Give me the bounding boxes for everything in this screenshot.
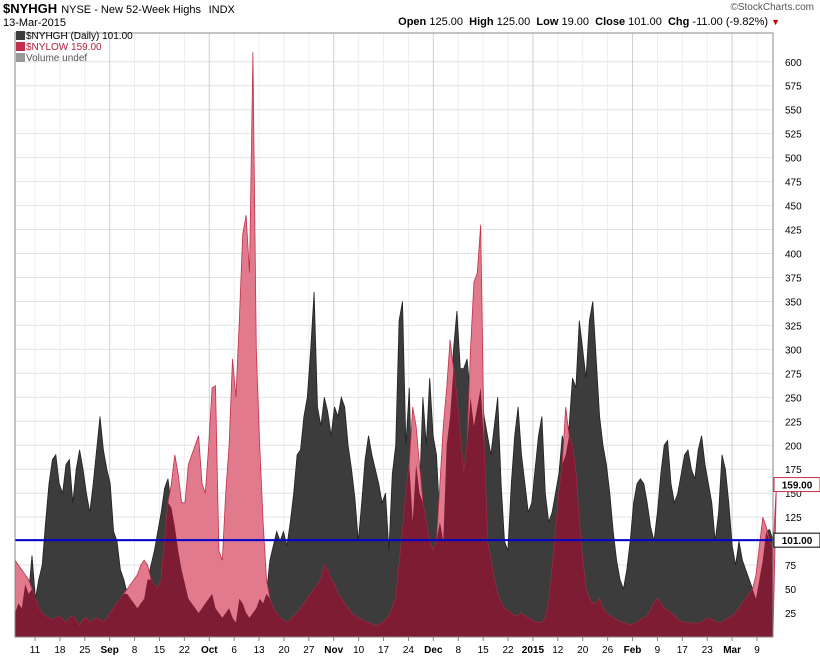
chart-title: $NYHGH NYSE - New 52-Week Highs INDX xyxy=(3,1,235,16)
nyhgh-swatch-icon xyxy=(16,31,25,40)
y-tick-label: 200 xyxy=(785,441,802,452)
plot-frame xyxy=(14,32,774,638)
down-arrow-icon: ▼ xyxy=(771,17,780,27)
y-tick-label: 350 xyxy=(785,297,802,308)
y-tick-label: 175 xyxy=(785,465,802,476)
x-tick-label: Nov xyxy=(324,645,343,656)
x-tick-label: 8 xyxy=(455,645,461,656)
y-tick-label: 225 xyxy=(785,417,802,428)
end-tag-label-nyhgh: 101.00 xyxy=(782,536,813,547)
open-value: 125.00 xyxy=(429,16,463,28)
y-tick-label: 325 xyxy=(785,321,802,332)
x-tick-label: 26 xyxy=(602,645,614,656)
x-tick-label: Sep xyxy=(101,645,119,656)
chg-label: Chg xyxy=(667,16,690,28)
high-value: 125.00 xyxy=(496,16,531,28)
end-tags: 159.00 101.00 xyxy=(773,477,820,548)
y-tick-label: 425 xyxy=(785,226,802,237)
y-tick-label: 525 xyxy=(785,130,802,141)
credit-link[interactable]: ©StockCharts.com xyxy=(730,2,814,13)
x-tick-label: 23 xyxy=(702,645,714,656)
y-tick-label: 50 xyxy=(785,585,797,596)
x-tick-label: 22 xyxy=(179,645,191,656)
legend-nylow-label: $NYLOW 159.00 xyxy=(26,42,102,53)
legend-volume: Volume undef xyxy=(16,53,133,64)
legend-nyhgh-label: $NYHGH (Daily) 101.00 xyxy=(26,31,133,42)
end-tag-box-nyhgh xyxy=(773,532,820,548)
high-label: High xyxy=(469,16,494,28)
y-tick-label: 125 xyxy=(785,513,802,524)
x-tick-label: 22 xyxy=(502,645,514,656)
y-tick-label: 575 xyxy=(785,82,802,93)
y-tick-label: 550 xyxy=(785,106,802,117)
x-tick-label: 17 xyxy=(378,645,390,656)
legend: $NYHGH (Daily) 101.00 $NYLOW 159.00 Volu… xyxy=(16,31,133,64)
low-value: 19.00 xyxy=(561,16,590,28)
x-axis: 11 18 25 Sep 8 15 22 Oct 6 13 20 27 Nov 10 17 24 Dec 8 15 2… xyxy=(30,637,760,656)
x-tick-label: 24 xyxy=(403,645,415,656)
ohlc-readout: Open 125.00 High 125.00 Low 19.00 Close … xyxy=(398,16,780,28)
end-tag-label-nylow: 159.00 xyxy=(782,481,813,492)
y-tick-label: 250 xyxy=(785,393,802,404)
x-tick-label: 15 xyxy=(154,645,166,656)
legend-nylow: $NYLOW 159.00 xyxy=(16,42,133,53)
symbol: $NYHGH xyxy=(3,1,58,16)
y-tick-label: 300 xyxy=(785,345,802,356)
chart-date: 13-Mar-2015 xyxy=(3,17,66,29)
y-tick-label: 475 xyxy=(785,178,802,189)
y-tick-label: 150 xyxy=(785,489,802,500)
y-tick-label: 25 xyxy=(785,609,797,620)
x-tick-label: 10 xyxy=(353,645,365,656)
nyhgh-area xyxy=(14,291,774,638)
y-tick-label: 275 xyxy=(785,369,802,380)
y-tick-label: 450 xyxy=(785,202,802,213)
x-tick-label: 17 xyxy=(677,645,689,656)
x-tick-label: 8 xyxy=(132,645,138,656)
chart-header: $NYHGH NYSE - New 52-Week Highs INDX 13-M… xyxy=(0,0,820,34)
volume-swatch-icon xyxy=(16,53,25,62)
nylow-area xyxy=(14,52,777,638)
x-tick-label: 13 xyxy=(254,645,266,656)
y-tick-label: 375 xyxy=(785,273,802,284)
y-tick-label: 75 xyxy=(785,561,797,572)
y-tick-label: 600 xyxy=(785,58,802,69)
x-tick-label: Feb xyxy=(624,645,642,656)
x-tick-label: Mar xyxy=(723,645,741,656)
x-tick-label: 18 xyxy=(54,645,66,656)
series-areas xyxy=(14,52,777,638)
x-tick-label: 12 xyxy=(552,645,564,656)
x-tick-label: 9 xyxy=(754,645,760,656)
legend-nyhgh: $NYHGH (Daily) 101.00 xyxy=(16,31,133,42)
nylow-swatch-icon xyxy=(16,42,25,51)
open-label: Open xyxy=(398,16,427,28)
x-tick-label: 27 xyxy=(303,645,315,656)
overlap-area xyxy=(15,368,773,637)
symbol-description: NYSE - New 52-Week Highs xyxy=(61,4,201,16)
legend-volume-label: Volume undef xyxy=(26,53,88,64)
x-tick-label: Dec xyxy=(424,645,443,656)
chg-value: -11.00 (-9.82%) xyxy=(692,16,769,28)
x-tick-label: 25 xyxy=(79,645,91,656)
x-tick-label: 2015 xyxy=(522,645,545,656)
close-value: 101.00 xyxy=(628,16,662,28)
exchange: INDX xyxy=(208,4,235,16)
end-tag-box-nylow xyxy=(773,477,820,493)
low-label: Low xyxy=(536,16,559,28)
x-tick-label: 9 xyxy=(655,645,661,656)
x-tick-label: 15 xyxy=(478,645,490,656)
y-tick-label: 500 xyxy=(785,154,802,165)
x-tick-label: 20 xyxy=(577,645,589,656)
x-tick-label: 20 xyxy=(278,645,290,656)
x-tick-label: Oct xyxy=(201,645,218,656)
y-tick-label: 400 xyxy=(785,250,802,261)
x-tick-label: 6 xyxy=(231,645,237,656)
x-tick-label: 11 xyxy=(30,645,41,656)
close-label: Close xyxy=(595,16,626,28)
